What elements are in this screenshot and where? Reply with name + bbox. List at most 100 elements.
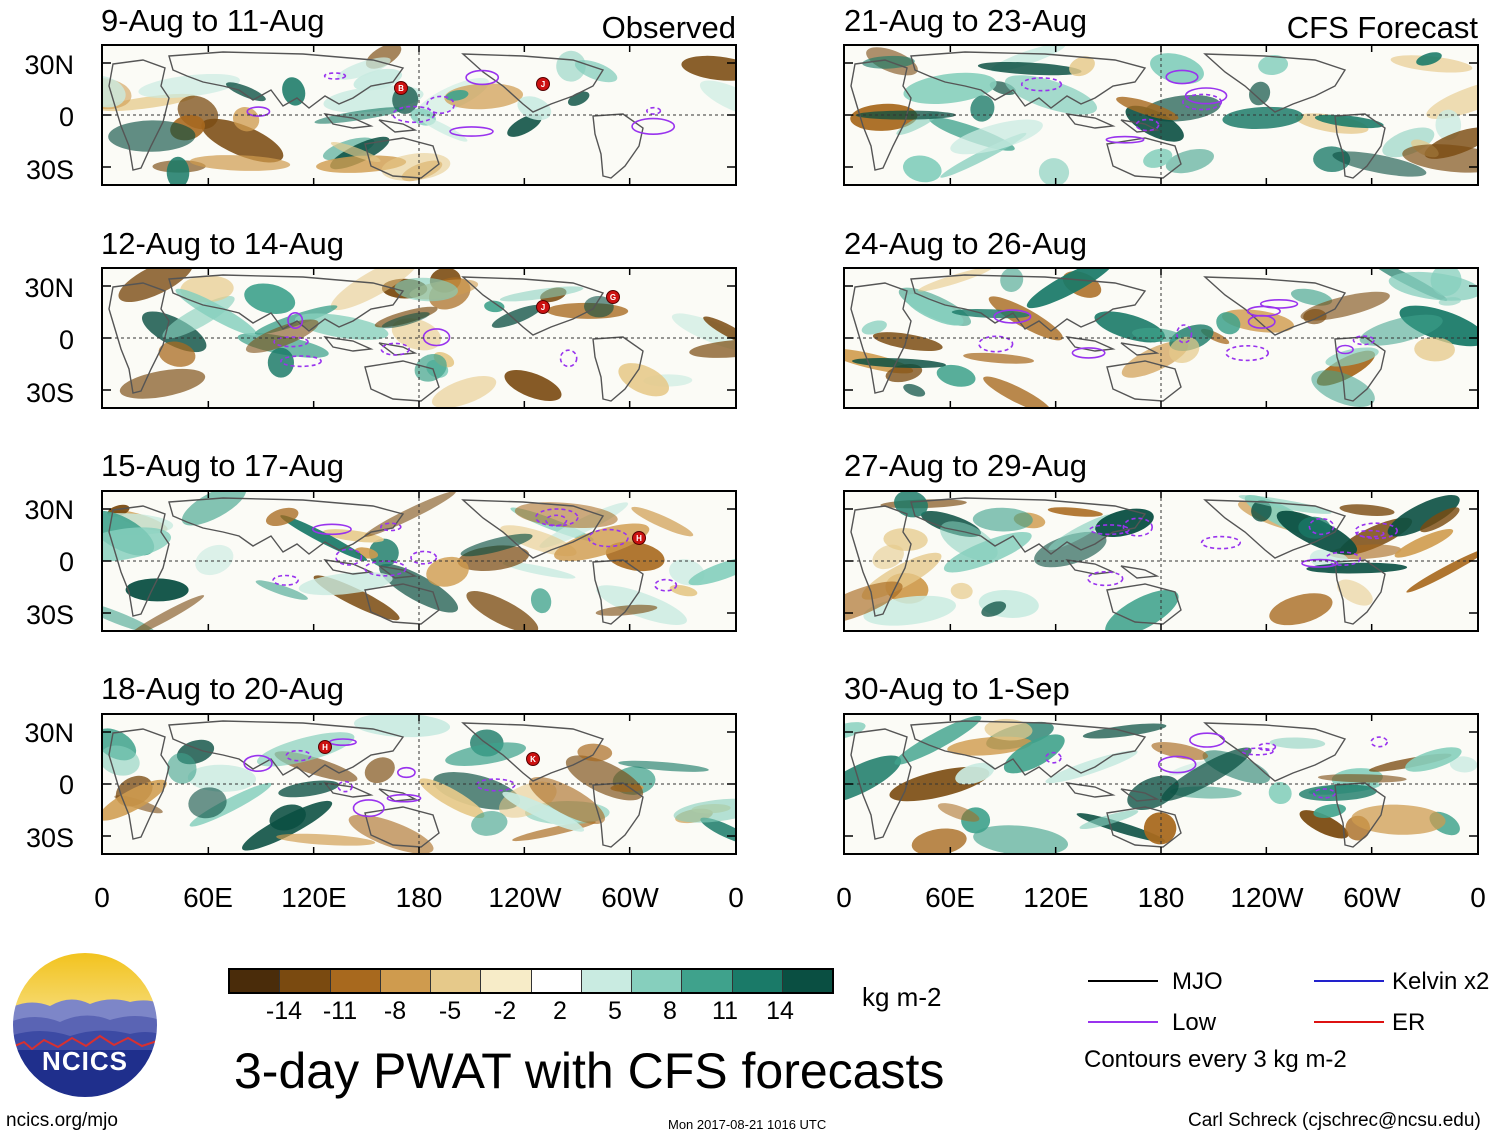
pwat-anomaly-blob <box>1069 56 1095 77</box>
coastline <box>108 505 170 617</box>
pwat-anomaly-blob <box>245 319 319 353</box>
pwat-anomaly-blob <box>703 316 735 347</box>
low-contour <box>587 528 629 548</box>
panel-title-obs-2: 12-Aug to 14-Aug <box>101 226 345 261</box>
pwat-anomaly-blob <box>158 341 196 367</box>
pwat-anomaly-blob <box>466 591 539 630</box>
panel-title-obs-1: 9-Aug to 11-Aug <box>101 3 325 38</box>
coastline <box>910 720 1147 778</box>
pwat-anomaly-blob <box>1339 504 1395 516</box>
low-contour <box>1189 732 1226 748</box>
pwat-anomaly-blob <box>963 352 1034 364</box>
pwat-anomaly-blob <box>175 288 257 336</box>
coastline <box>850 59 912 171</box>
pwat-anomaly-blob <box>1337 579 1373 606</box>
storm-letter: H <box>322 743 328 752</box>
pwat-anomaly-blob <box>1143 812 1177 845</box>
legend-line-kelvin <box>1314 980 1384 982</box>
pwat-anomaly-blob <box>1151 742 1208 760</box>
storm-marker: G <box>606 290 620 304</box>
coastline <box>910 274 1147 332</box>
low-contour <box>978 335 1014 353</box>
pwat-anomaly-blob <box>700 817 735 845</box>
observed-label: Observed <box>601 10 736 45</box>
footer-author: Carl Schreck (cjschrec@ncsu.edu) <box>1188 1110 1481 1131</box>
low-contour <box>1045 751 1062 764</box>
legend-label-mjo: MJO <box>1172 968 1223 995</box>
pwat-anomaly-blob <box>669 584 698 597</box>
panel-title-obs-4: 18-Aug to 20-Aug <box>101 671 345 706</box>
pwat-anomaly-blob <box>972 507 1033 532</box>
storm-letter: H <box>636 534 642 543</box>
ncics-logo-icon <box>11 951 159 1099</box>
low-contour <box>654 578 678 592</box>
pwat-anomaly-blob <box>1034 531 1107 568</box>
low-contour <box>1247 314 1276 329</box>
pwat-anomaly-blob <box>529 776 605 825</box>
pwat-anomaly-blob <box>225 82 266 102</box>
pwat-anomaly-blob <box>138 73 240 99</box>
pwat-anomaly-blob <box>530 588 552 614</box>
low-contour <box>1176 324 1193 344</box>
pwat-anomaly-blob <box>1303 308 1327 325</box>
pwat-map-fcst-3 <box>845 492 1477 630</box>
pwat-anomaly-blob <box>1426 79 1477 120</box>
pwat-anomaly-blob <box>502 561 576 579</box>
coastline <box>323 336 418 356</box>
legend-line-low <box>1088 1021 1158 1023</box>
pwat-anomaly-blob <box>433 772 521 810</box>
legend: MJO Kelvin x2 Low ER <box>1088 968 1489 1038</box>
lon-label-0-end: 0 <box>728 882 744 913</box>
panel-title-fcst-3: 27-Aug to 29-Aug <box>844 448 1088 483</box>
lat-label-30s: 30S <box>25 155 74 185</box>
low-contour <box>386 793 422 803</box>
colorbar-tick: -5 <box>438 997 462 1025</box>
storm-letter: J <box>541 80 545 89</box>
coastline <box>1334 113 1386 179</box>
pwat-anomaly-blob <box>1449 756 1477 773</box>
pwat-anomaly-blob <box>1405 747 1462 772</box>
pwat-anomaly-blob <box>872 332 943 352</box>
pwat-anomaly-blob <box>918 269 992 292</box>
coastline <box>364 137 440 179</box>
coastline <box>1106 360 1182 402</box>
coastline <box>850 505 912 617</box>
low-contour <box>352 799 385 818</box>
coastline <box>461 53 605 113</box>
low-contour <box>280 355 322 368</box>
pwat-anomaly-blob <box>699 80 735 117</box>
pwat-anomaly-blob <box>984 718 1033 741</box>
coastline <box>1203 722 1347 782</box>
low-contour <box>1135 118 1160 132</box>
coastline <box>592 782 644 848</box>
map-panel-fcst-1 <box>843 44 1479 186</box>
pwat-anomaly-blob <box>353 715 451 738</box>
figure-title: 3-day PWAT with CFS forecasts <box>234 1043 945 1099</box>
pwat-anomaly-blob <box>981 601 1007 617</box>
lon-label-180: 180 <box>395 882 443 913</box>
pwat-anomaly-blob <box>911 828 967 853</box>
pwat-anomaly-blob <box>294 313 389 340</box>
colorbar-segment <box>530 970 581 992</box>
low-contour <box>1241 747 1274 756</box>
pwat-anomaly-blob <box>554 523 650 562</box>
low-contour <box>1259 299 1299 309</box>
colorbar-segment <box>731 970 782 992</box>
pwat-anomaly-blob <box>872 544 904 570</box>
lat-label-eq: 0 <box>58 102 74 132</box>
coastline <box>108 59 170 171</box>
colorbar-segment <box>430 970 481 992</box>
pwat-anomaly-blob <box>267 347 295 378</box>
pwat-anomaly-blob <box>1414 337 1455 362</box>
lon-label-120w: 120W <box>488 882 562 913</box>
low-contour <box>379 522 402 532</box>
coastline <box>168 51 405 109</box>
pwat-anomaly-blob <box>103 779 167 821</box>
pwat-anomaly-blob <box>103 601 156 630</box>
low-contour <box>246 106 271 117</box>
coastline <box>461 722 605 782</box>
pwat-anomaly-blob <box>903 72 997 105</box>
pwat-anomaly-blob <box>1048 514 1112 551</box>
pwat-anomaly-blob <box>894 715 982 765</box>
lon-label-120w: 120W <box>1230 882 1304 913</box>
